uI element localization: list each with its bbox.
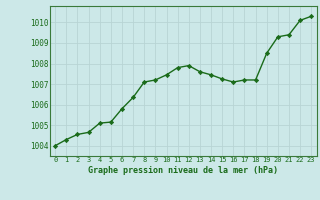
X-axis label: Graphe pression niveau de la mer (hPa): Graphe pression niveau de la mer (hPa) — [88, 166, 278, 175]
